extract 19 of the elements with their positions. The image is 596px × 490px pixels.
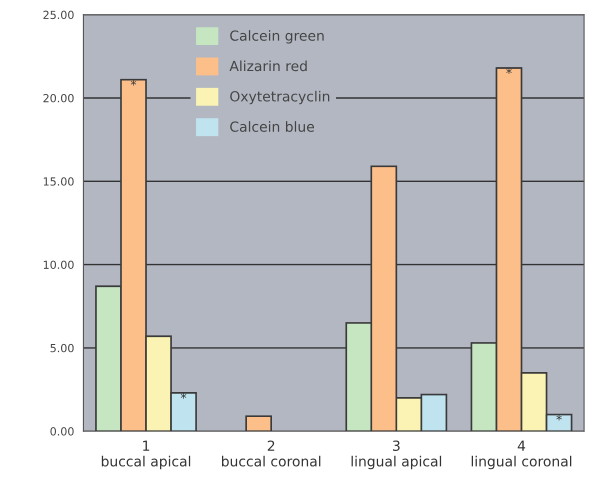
legend-label: Calcein blue: [230, 121, 314, 132]
legend-label: Calcein green: [230, 30, 324, 44]
bar: [245, 415, 272, 432]
y-tick-label: 5.00: [50, 344, 74, 352]
x-tick-label: 2 buccal coronal: [222, 440, 320, 467]
data-label: *: [130, 80, 136, 86]
y-tick-label: 0.00: [50, 427, 74, 436]
data-label: *: [180, 393, 186, 399]
legend-label: Oxytetracyclin: [230, 90, 330, 104]
x-tick-label: 3 lingual apical: [352, 440, 442, 470]
x-tick-label: 4 lingual coronal: [472, 440, 572, 470]
x-tick-label: 1 buccal apical: [102, 440, 190, 470]
y-tick-label: 25.00: [43, 10, 74, 20]
y-tick-label: 10.00: [44, 260, 74, 269]
legend-label: Alizarin red: [230, 60, 307, 72]
data-label: *: [506, 68, 512, 74]
data-label: *: [556, 414, 562, 420]
y-tick-label: 15.00: [44, 177, 74, 186]
y-tick-label: 20.00: [43, 94, 74, 102]
